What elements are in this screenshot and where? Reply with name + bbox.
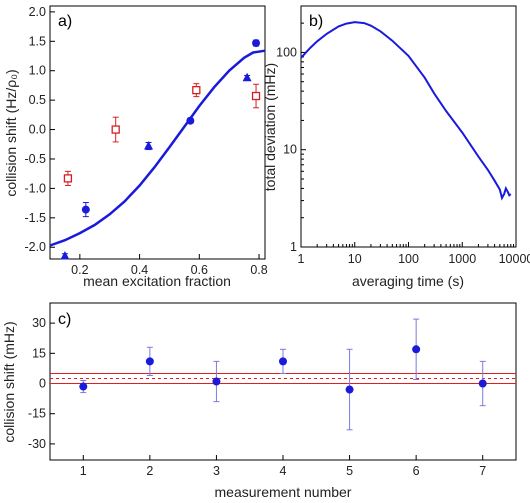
panel-a-ytick-label: -2.0 bbox=[24, 240, 46, 254]
panel-c-point bbox=[412, 345, 421, 354]
panel-c-point bbox=[212, 377, 221, 386]
panel-c-point bbox=[145, 357, 154, 366]
panel-c-ytick-label: 0 bbox=[39, 377, 46, 391]
panel-c-ytick-label: -15 bbox=[28, 407, 46, 421]
panel-a-square-point bbox=[63, 174, 73, 183]
panel-b-deviation-curve bbox=[300, 21, 512, 201]
panel-b-xtick-label: 100 bbox=[398, 252, 419, 266]
panel-a-ytick-label: 1.5 bbox=[29, 34, 46, 48]
panel-b-ytick-label: 1 bbox=[290, 240, 297, 254]
panel-a-ytick-label: 2.0 bbox=[29, 5, 46, 19]
panel-c-xtick-label: 6 bbox=[413, 464, 420, 478]
panel-a-ytick-label: 1.0 bbox=[29, 64, 46, 78]
panel-b-frame bbox=[300, 5, 517, 248]
panel-c-xtick-label: 7 bbox=[479, 464, 486, 478]
panel-b-xtick-label: 1000 bbox=[448, 252, 476, 266]
panel-a-ylabel: collision shift (Hz/ρ₀) bbox=[3, 69, 19, 196]
panel-a-xtick-label: 0.2 bbox=[71, 263, 88, 277]
panel-c-xtick-label: 2 bbox=[146, 464, 153, 478]
panel-c-point bbox=[79, 382, 88, 391]
panel-b-label: b) bbox=[309, 13, 323, 30]
panel-a-triangle-point bbox=[242, 72, 252, 82]
panel-a-ytick-label: 0.0 bbox=[29, 123, 46, 137]
panel-c-point bbox=[345, 385, 354, 394]
panel-c-ytick-label: 15 bbox=[32, 346, 46, 360]
panel-a-xtick-label: 0.6 bbox=[191, 263, 208, 277]
panel-b-xtick-label: 10 bbox=[348, 252, 362, 266]
panel-a-ytick-label: 0.5 bbox=[29, 93, 46, 107]
panel-b-xtick-label: 1 bbox=[298, 252, 305, 266]
panel-c-ytick-label: 30 bbox=[32, 316, 46, 330]
panel-a-triangle-point bbox=[60, 251, 70, 260]
panel-a-ytick-label: -0.5 bbox=[24, 152, 46, 166]
panel-c-point bbox=[478, 379, 487, 388]
panel-c-ylabel: collision shift (mHz) bbox=[1, 321, 17, 442]
panel-a-square-point bbox=[251, 91, 261, 101]
panel-a: 0.2 0.4 0.6 0.8 -2.0 -1.5 -1.0 -0.5 0.0 0.5 1.0 1.5… bbox=[3, 5, 268, 289]
panel-a-circle-point bbox=[252, 39, 261, 48]
panel-a-label: a) bbox=[58, 13, 72, 30]
panel-b: 1 10 100 1000 10000 1 10 100 b) averaging time … bbox=[262, 5, 530, 289]
panel-c-xlabel: measurement number bbox=[215, 484, 352, 500]
panel-a-ytick-label: -1.5 bbox=[24, 211, 46, 225]
panel-c-frame bbox=[49, 302, 517, 461]
panel-a-square-point bbox=[111, 125, 120, 134]
panel-c-xtick-label: 1 bbox=[80, 464, 87, 478]
panel-c-xtick-label: 3 bbox=[213, 464, 220, 478]
panel-a-frame bbox=[49, 5, 266, 260]
panel-b-ylabel: total deviation (mHz) bbox=[262, 63, 278, 191]
panel-a-xtick-label: 0.8 bbox=[250, 263, 267, 277]
panel-a-xlabel: mean excitation fraction bbox=[83, 273, 231, 289]
panel-c-ytick-label: -30 bbox=[28, 437, 46, 451]
panel-a-square-point bbox=[192, 85, 201, 95]
panel-c: 1 2 3 4 5 6 7 -30 -15 0 15 30 c) measurement number… bbox=[1, 302, 517, 500]
panel-b-ytick-label: 100 bbox=[276, 45, 297, 59]
panel-b-xlabel: averaging time (s) bbox=[352, 273, 464, 289]
panel-a-triangle-point bbox=[144, 141, 154, 150]
panel-a-xtick-label: 0.4 bbox=[131, 263, 148, 277]
panel-c-label: c) bbox=[58, 311, 71, 328]
panel-c-xtick-label: 5 bbox=[346, 464, 353, 478]
panel-a-ytick-label: -1.0 bbox=[24, 181, 46, 195]
panel-b-xtick-label: 10000 bbox=[499, 252, 530, 266]
panel-a-fit-curve bbox=[49, 49, 266, 247]
panel-a-circle-point bbox=[81, 205, 90, 214]
panel-b-ytick-label: 10 bbox=[283, 143, 297, 157]
panel-c-xtick-label: 4 bbox=[280, 464, 287, 478]
panel-c-point bbox=[279, 357, 287, 366]
